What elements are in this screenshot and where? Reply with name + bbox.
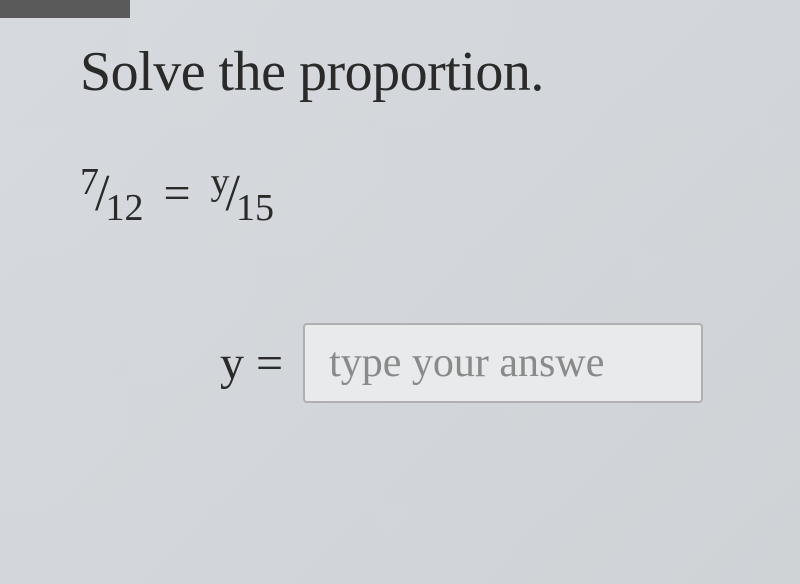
right-fraction: y / 15 bbox=[211, 164, 274, 223]
left-denominator: 12 bbox=[105, 186, 143, 230]
question-title: Solve the proportion. bbox=[80, 40, 740, 104]
equals-sign: = bbox=[163, 166, 190, 221]
equation: 7 / 12 = y / 15 bbox=[80, 164, 740, 223]
left-fraction: 7 / 12 bbox=[80, 164, 143, 223]
right-numerator: y bbox=[211, 160, 230, 204]
question-content: Solve the proportion. 7 / 12 = y / 15 y … bbox=[0, 0, 800, 403]
left-numerator: 7 bbox=[80, 160, 99, 204]
answer-input[interactable] bbox=[303, 323, 703, 403]
right-denominator: 15 bbox=[236, 186, 274, 230]
answer-row: y = bbox=[220, 323, 740, 403]
answer-label: y = bbox=[220, 336, 283, 391]
